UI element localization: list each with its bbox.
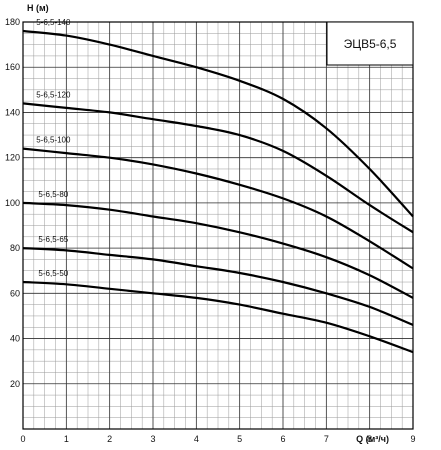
x-tick-label: 6 [280,434,285,444]
chart-title: ЭЦВ5-6,5 [344,37,397,51]
x-tick-label: 4 [194,434,199,444]
title-box [326,21,414,66]
series-line-4 [22,201,414,299]
series-line-6 [22,280,414,354]
series-line-2 [22,102,414,234]
y-tick-label: 100 [5,198,20,208]
pump-curves [22,29,414,354]
minor-grid [22,21,414,430]
y-axis-ticks: 20 40 60 80 100 120 140 160 180 [5,17,20,389]
y-axis-label: H (м) [27,3,49,13]
x-tick-label: 0 [20,434,25,444]
series-labels: 5-6,5-140 5-6,5-120 5-6,5-100 5-6,5-80 5-6,5… [36,18,71,278]
x-tick-label: 3 [150,434,155,444]
y-tick-label: 160 [5,62,20,72]
series-label-2: 5-6,5-120 [36,90,71,99]
x-axis-ticks: 0 1 2 3 4 5 6 7 8 9 [20,434,415,444]
series-label-4: 5-6,5-80 [38,190,68,199]
x-tick-label: 5 [237,434,242,444]
series-label-6: 5-6,5-50 [38,269,68,278]
y-tick-label: 40 [10,334,20,344]
series-label-5: 5-6,5-65 [38,235,68,244]
series-label-1: 5-6,5-140 [36,18,71,27]
x-axis-label: Q (м³/ч) [356,434,389,444]
y-tick-label: 120 [5,153,20,163]
x-tick-label: 1 [64,434,69,444]
plot-frame [22,21,414,430]
x-tick-label: 8 [367,434,372,444]
y-tick-label: 60 [10,288,20,298]
y-tick-label: 180 [5,17,20,27]
x-tick-label: 9 [410,434,415,444]
series-line-5 [22,247,414,327]
y-tick-label: 20 [10,379,20,389]
y-tick-label: 80 [10,243,20,253]
x-tick-label: 2 [107,434,112,444]
x-tick-label: 7 [324,434,329,444]
series-line-3 [22,147,414,270]
series-label-3: 5-6,5-100 [36,136,71,145]
series-line-1 [22,29,414,218]
y-tick-label: 140 [5,107,20,117]
